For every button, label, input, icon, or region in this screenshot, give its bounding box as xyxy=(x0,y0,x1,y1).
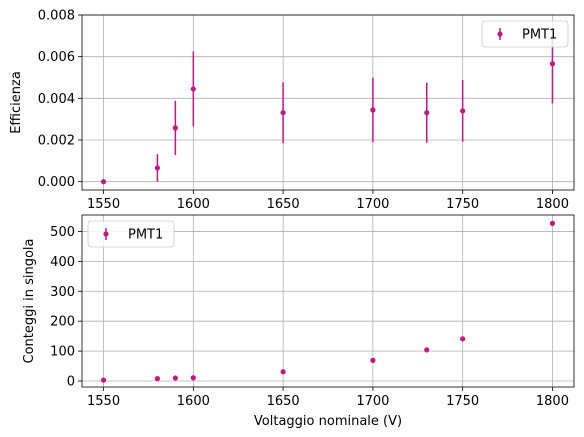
chart-2-x-tick-label: 1600 xyxy=(177,394,210,409)
chart-1-legend-box xyxy=(481,20,569,48)
chart-2-y-tick-label: 500 xyxy=(50,225,75,240)
chart-2-y-tick-label: 300 xyxy=(50,285,75,300)
chart-2: 1550 1600 1650 1700 1750 1800 0 100 200 300 400 500… xyxy=(22,214,575,429)
chart-2-legend-label: PMT1 xyxy=(128,228,163,243)
chart-1-y-tick-label: 0.002 xyxy=(38,134,75,149)
chart-2-data-point xyxy=(100,377,107,383)
chart-2-data-point xyxy=(370,357,376,363)
chart-2-y-axis-label: Conteggi in singola xyxy=(22,238,37,363)
chart-2-x-tick-label: 1800 xyxy=(536,394,569,409)
chart-1-data-point xyxy=(172,125,178,131)
chart-2-y-tick-label: 100 xyxy=(50,345,75,360)
chart-2-legend-box xyxy=(87,220,175,248)
chart-1-x-tick-label: 1600 xyxy=(177,197,210,212)
chart-2-data-point xyxy=(154,376,161,382)
chart-1-data-point xyxy=(424,110,430,116)
chart-1-x-tick-label: 1650 xyxy=(267,197,300,212)
chart-1-y-tick-label: 0.008 xyxy=(38,9,75,24)
chart-1-x-tick-label: 1750 xyxy=(446,197,479,212)
chart-2-data-point xyxy=(460,336,466,342)
chart-1-y-tick-label: 0.006 xyxy=(38,50,75,65)
chart-2-data-point xyxy=(549,220,556,226)
chart-1: 1550 1600 1650 1700 1750 1800 0.000 0.002 0.004 0… xyxy=(9,9,575,212)
chart-1-legend-label: PMT1 xyxy=(522,28,557,43)
chart-1-data-point xyxy=(190,86,196,92)
chart-2-y-tick-label: 200 xyxy=(50,315,75,330)
chart-2-data-point xyxy=(190,375,196,381)
chart-2-y-tick-label: 0 xyxy=(67,375,75,390)
chart-1-data-point xyxy=(549,61,556,67)
chart-1-data-point xyxy=(370,107,376,113)
chart-2-x-tick-label: 1750 xyxy=(446,394,479,409)
chart-1-data-point xyxy=(460,108,466,114)
chart-1-legend-marker xyxy=(497,31,503,37)
chart-2-x-tick-label: 1650 xyxy=(267,394,300,409)
chart-2-data-point xyxy=(172,375,178,381)
chart-1-y-axis-label: Efficienza xyxy=(9,71,24,134)
chart-1-y-tick-label: 0.000 xyxy=(38,175,75,190)
chart-2-x-tick-label: 1550 xyxy=(87,394,120,409)
chart-2-legend-marker xyxy=(103,231,109,237)
chart-1-y-tick-label: 0.004 xyxy=(38,92,75,107)
chart-2-data-point xyxy=(424,347,430,353)
chart-2-x-tick-label: 1700 xyxy=(356,394,389,409)
chart-1-frame xyxy=(81,14,575,191)
chart-2-y-tick-label: 400 xyxy=(50,255,75,270)
chart-1-data-point xyxy=(154,165,161,171)
chart-1-x-tick-label: 1550 xyxy=(87,197,120,212)
chart-1-data-point xyxy=(100,179,107,185)
chart-2-data-point xyxy=(280,369,286,375)
chart-2-frame xyxy=(81,214,575,388)
chart-1-data-point xyxy=(280,110,286,116)
chart-1-x-tick-label: 1800 xyxy=(536,197,569,212)
chart-2-x-axis-label: Voltaggio nominale (V) xyxy=(254,414,402,429)
chart-1-x-tick-label: 1700 xyxy=(356,197,389,212)
